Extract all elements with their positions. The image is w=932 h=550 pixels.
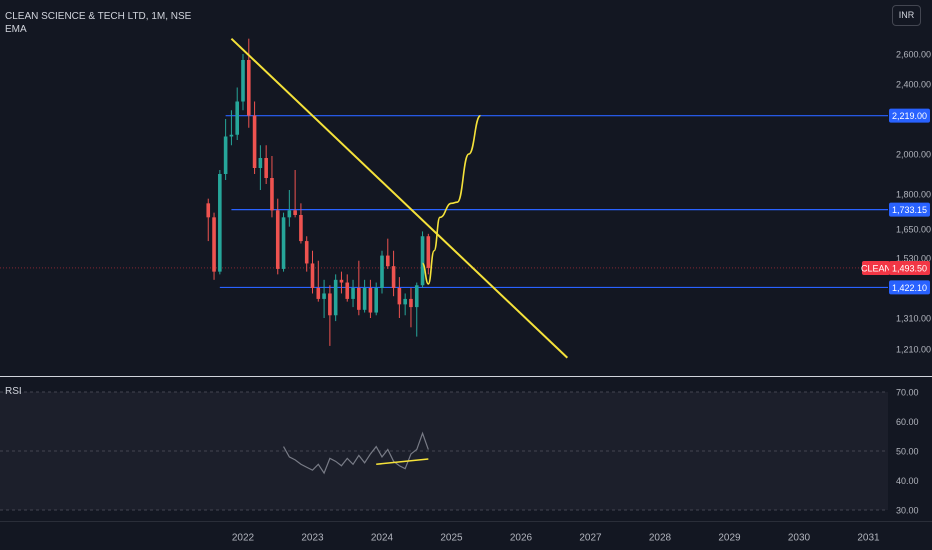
time-tick-label: 2027 [579,533,602,544]
chart-legend: CLEAN SCIENCE & TECH LTD, 1M, NSE EMA [5,10,191,36]
candle-body[interactable] [351,288,355,299]
candle-body[interactable] [275,210,280,269]
price-tick-label: 1,530.00 [896,254,931,264]
level-price-tag-label: 2,219.00 [892,111,927,121]
level-price-tag[interactable] [889,202,930,217]
last-price-tag-label: 1,493.50 [892,263,927,273]
candle-body[interactable] [223,136,228,175]
candle-body[interactable] [345,282,350,299]
candle-body[interactable] [316,288,321,299]
candle-body[interactable] [229,134,234,137]
candle-body[interactable] [357,288,361,310]
time-tick-label: 2026 [510,533,533,544]
currency-button[interactable]: INR [892,5,921,26]
rsi-tick-label: 50.00 [896,447,919,457]
candle-body[interactable] [310,263,315,288]
price-tick-label: 1,800.00 [896,190,931,200]
candle-body[interactable] [409,298,413,308]
candle-body[interactable] [287,210,292,218]
level-price-tag-label: 1,733.15 [892,205,927,215]
candle-body[interactable] [414,285,419,308]
rsi-line[interactable] [283,431,429,475]
candle-body[interactable] [241,60,245,102]
candle-body[interactable] [252,115,257,169]
candle-body[interactable] [293,210,297,215]
level-price-tag[interactable] [889,280,930,295]
price-tick-label: 2,000.00 [896,150,931,160]
candle-body[interactable] [391,266,396,288]
candle-body[interactable] [380,255,384,288]
ticker-tag[interactable] [862,260,890,275]
last-price-tag[interactable] [889,260,930,275]
candle-body[interactable] [374,288,379,313]
time-tick-label: 2025 [440,533,463,544]
candle-body[interactable] [218,174,222,272]
candle-body[interactable] [299,215,303,242]
price-tick-label: 2,600.00 [896,50,931,60]
candle-body[interactable] [258,158,263,168]
candle-body[interactable] [333,279,338,316]
ticker-tag-label: CLEAN [861,263,891,273]
candle-body[interactable] [235,101,240,135]
candle-body[interactable] [322,293,326,299]
candle-body[interactable] [362,288,367,310]
level-price-tag-label: 1,422.10 [892,283,927,293]
candle-body[interactable] [264,158,268,178]
level-price-tag[interactable] [889,108,930,123]
candle-body[interactable] [328,293,332,316]
price-tick-label: 2,400.00 [896,80,931,90]
price-tick-label: 1,310.00 [896,314,931,324]
candle-body[interactable] [403,298,407,305]
trendline[interactable] [230,37,569,359]
candle-body[interactable] [281,217,286,269]
candle-body[interactable] [304,241,309,264]
time-tick-label: 2022 [232,533,255,544]
candle-body[interactable] [246,60,251,116]
ema-indicator-label[interactable]: EMA [5,24,27,35]
time-tick-label: 2023 [301,533,324,544]
rsi-tick-label: 40.00 [896,476,919,486]
rsi-tick-label: 60.00 [896,417,919,427]
rsi-trendline[interactable] [376,458,429,466]
time-tick-label: 2031 [857,533,880,544]
candle-body[interactable] [339,279,344,283]
candle-body[interactable] [368,288,373,313]
symbol-title[interactable]: CLEAN SCIENCE & TECH LTD, 1M, NSE [5,11,192,22]
time-tick-label: 2028 [649,533,672,544]
rsi-tick-label: 30.00 [896,506,919,516]
candle-body[interactable] [206,203,211,218]
candle-body[interactable] [212,217,216,272]
time-tick-label: 2030 [788,533,811,544]
candle-body[interactable] [426,236,431,268]
candle-body[interactable] [385,255,390,267]
projection-path[interactable] [421,114,482,285]
candle-body[interactable] [397,288,402,305]
rsi-pane-label[interactable]: RSI [5,386,22,397]
price-tick-label: 1,210.00 [896,345,931,355]
time-tick-label: 2029 [718,533,741,544]
rsi-tick-label: 70.00 [896,388,919,398]
candle-body[interactable] [420,236,425,286]
candle-body[interactable] [270,178,274,211]
time-tick-label: 2024 [371,533,394,544]
price-tick-label: 1,650.00 [896,225,931,235]
